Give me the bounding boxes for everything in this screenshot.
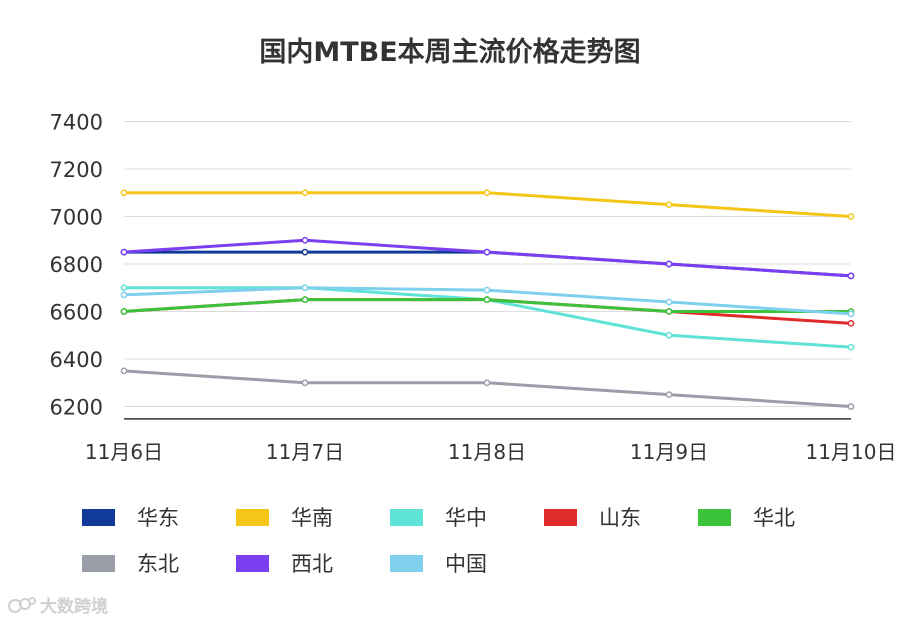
chart-title: 国内MTBE本周主流价格走势图: [259, 37, 641, 68]
watermark-text: 大数跨境: [40, 597, 108, 617]
data-point: [847, 272, 855, 280]
legend-item[interactable]: 中国: [390, 543, 544, 583]
data-point: [665, 201, 673, 208]
legend-label: 东北: [137, 552, 179, 576]
data-point: [301, 296, 309, 303]
data-point: [120, 284, 128, 292]
series-line-1: [122, 191, 853, 218]
line-chart: 6200 6400 6600 6800 7000 7200 7400 11月6日 11月7日 11…: [50, 111, 897, 465]
legend-label: 中国: [445, 552, 487, 576]
y-tick-label: 6200: [50, 396, 103, 420]
legend-item[interactable]: 华南: [236, 497, 390, 537]
data-point: [120, 367, 128, 375]
legend-swatch: [82, 554, 115, 572]
y-tick-label: 6800: [50, 253, 103, 277]
data-point: [483, 248, 491, 256]
legend-label: 华东: [137, 506, 179, 530]
legend-label: 华南: [291, 506, 333, 530]
series-line-6: [122, 238, 853, 278]
data-point: [483, 379, 491, 387]
grid-lines: [124, 121, 851, 407]
legend-swatch: [236, 554, 269, 572]
legend-swatch: [390, 508, 423, 526]
data-point: [847, 310, 855, 318]
y-tick-label: 7000: [50, 206, 103, 230]
legend-item[interactable]: 华中: [390, 497, 544, 537]
y-tick-label: 7200: [50, 158, 103, 182]
legend-item[interactable]: 东北: [82, 543, 236, 583]
legend-label: 山东: [599, 506, 641, 530]
data-point: [483, 286, 491, 294]
data-point: [665, 331, 673, 339]
data-point: [847, 343, 855, 351]
data-point: [120, 308, 128, 315]
legend-item[interactable]: 西北: [236, 543, 390, 583]
data-point: [301, 284, 309, 292]
legend-item[interactable]: 华北: [698, 497, 852, 537]
watermark: 大数跨境: [8, 592, 108, 617]
data-point: [847, 213, 855, 220]
series-lines: [120, 189, 855, 410]
data-point: [847, 320, 855, 327]
chart-legend: 华东 华南 华中 山东 华北东北 西北 中国: [82, 497, 882, 589]
data-point: [483, 296, 491, 303]
x-tick-label: 11月9日: [630, 440, 708, 464]
data-point: [120, 189, 128, 197]
legend-swatch: [236, 508, 269, 526]
data-point: [665, 391, 673, 398]
data-point: [301, 248, 309, 256]
legend-swatch: [390, 554, 423, 572]
x-tick-label: 11月10日: [806, 440, 897, 464]
data-point: [301, 189, 309, 197]
data-point: [120, 248, 128, 256]
legend-label: 华中: [445, 506, 487, 530]
data-point: [665, 260, 673, 268]
data-point: [301, 236, 309, 244]
legend-swatch: [82, 508, 115, 526]
data-point: [301, 379, 309, 387]
data-point: [665, 308, 673, 315]
legend-label: 西北: [291, 552, 333, 576]
data-point: [120, 291, 128, 299]
legend-swatch: [544, 508, 577, 526]
x-tick-label: 11月6日: [85, 440, 163, 464]
legend-item[interactable]: 华东: [82, 497, 236, 537]
y-tick-label: 7400: [50, 111, 103, 135]
x-tick-label: 11月7日: [266, 440, 344, 464]
x-tick-label: 11月8日: [448, 440, 526, 464]
data-point: [847, 403, 855, 410]
watermark-logo-icon: [8, 596, 36, 613]
y-tick-label: 6400: [50, 348, 103, 372]
data-point: [665, 298, 673, 306]
series-line-5: [122, 369, 853, 408]
legend-swatch: [698, 508, 731, 526]
data-point: [483, 189, 491, 197]
legend-item[interactable]: 山东: [544, 497, 698, 537]
y-tick-label: 6600: [50, 301, 103, 325]
legend-label: 华北: [753, 506, 795, 530]
axes: 6200 6400 6600 6800 7000 7200 7400 11月6日 11月7日 11…: [50, 111, 897, 465]
